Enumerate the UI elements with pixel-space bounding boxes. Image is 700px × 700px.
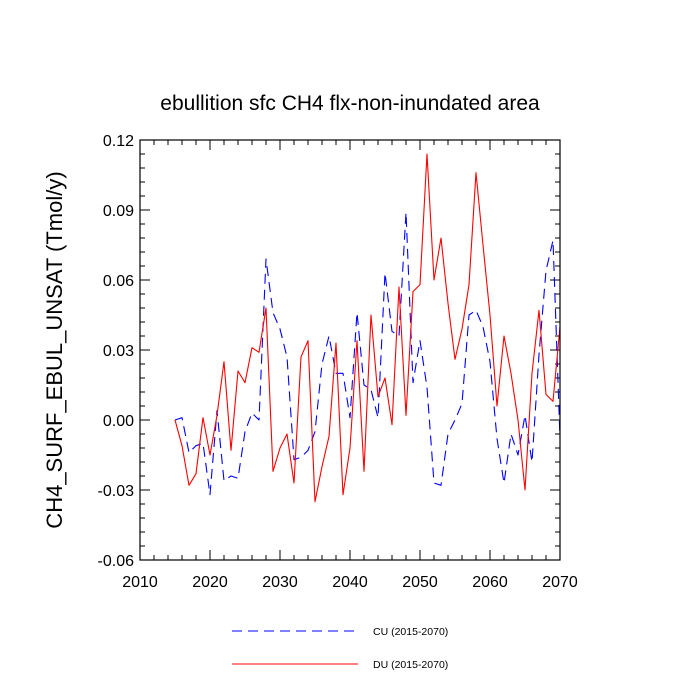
series-layer (174, 153, 561, 503)
y-tick-label: 0.06 (103, 273, 134, 290)
x-tick-label: 2020 (192, 574, 228, 591)
y-tick-label: -0.06 (98, 553, 135, 570)
legend-label-du: DU (2015-2070) (373, 659, 448, 671)
legend: CU (2015-2070) DU (2015-2070) (232, 626, 448, 671)
legend-label-cu: CU (2015-2070) (373, 626, 448, 638)
y-axis-label: CH4_SURF_EBUL_UNSAT (Tmol/y) (42, 171, 67, 528)
series-line-cu (174, 211, 561, 496)
chart-title: ebullition sfc CH4 flx-non-inundated are… (160, 92, 540, 115)
tick-labels: 2010 2020 2030 2040 2050 2060 2070 -0.06 -0.03 0.… (98, 133, 578, 591)
series-line-du (174, 153, 561, 503)
y-tick-label: 0.00 (103, 413, 134, 430)
y-tick-label: -0.03 (98, 483, 135, 500)
x-tick-label: 2070 (542, 574, 578, 591)
x-tick-label: 2060 (472, 574, 508, 591)
y-tick-label: 0.09 (103, 203, 134, 220)
y-tick-label: 0.12 (103, 133, 134, 150)
plot-frame (139, 139, 561, 561)
x-tick-label: 2010 (122, 574, 158, 591)
x-tick-label: 2040 (332, 574, 368, 591)
x-tick-label: 2030 (262, 574, 298, 591)
axis-ticks (139, 139, 561, 561)
x-tick-label: 2050 (402, 574, 438, 591)
y-tick-label: 0.03 (103, 343, 134, 360)
